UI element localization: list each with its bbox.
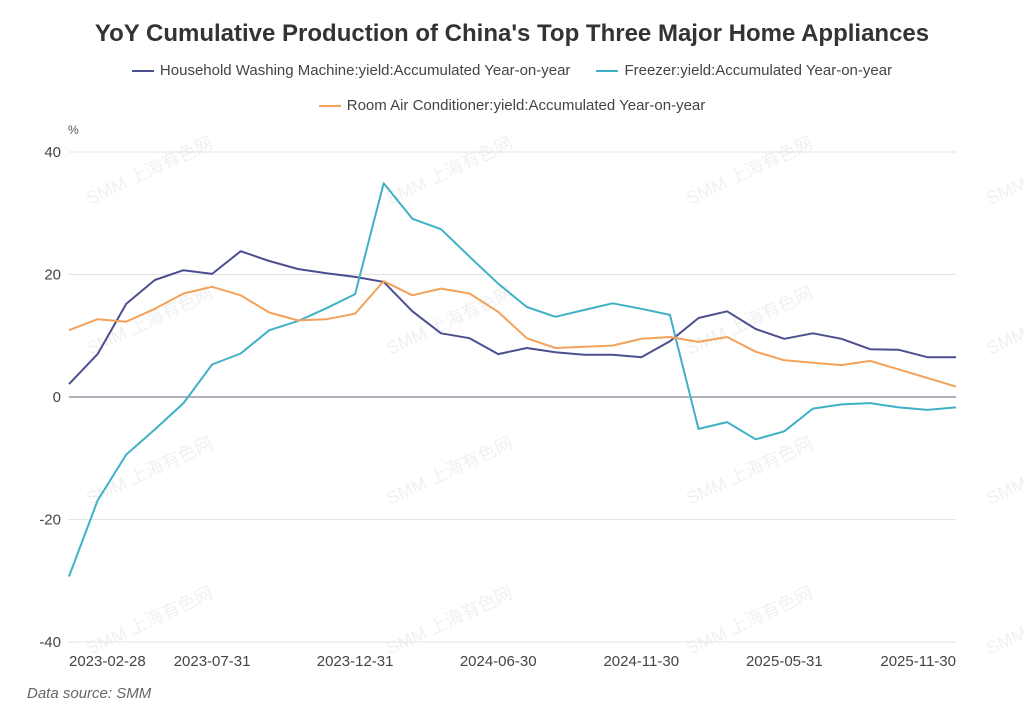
x-tick-label: 2024-06-30 — [460, 653, 537, 670]
legend-item-washing-machine[interactable]: Household Washing Machine:yield:Accumula… — [131, 62, 571, 79]
watermark: SMM 上海有色网 — [383, 133, 516, 209]
watermark: SMM 上海有色网 — [983, 583, 1024, 659]
legend-swatch — [596, 69, 619, 72]
watermark: SMM 上海有色网 — [83, 433, 216, 509]
watermark: SMM 上海有色网 — [683, 433, 816, 509]
watermark: SMM 上海有色网 — [83, 133, 216, 209]
watermark: SMM 上海有色网 — [383, 583, 516, 659]
x-tick-label: 2025-11-30 — [880, 653, 956, 670]
x-tick-label: 2023-07-31 — [174, 653, 251, 670]
legend-swatch — [131, 69, 154, 72]
watermark: SMM 上海有色网 — [983, 433, 1024, 509]
y-axis-unit: % — [68, 123, 79, 137]
watermark: SMM 上海有色网 — [383, 283, 516, 359]
x-tick-label: 2023-02-28 — [69, 653, 146, 670]
watermark: SMM 上海有色网 — [683, 283, 816, 359]
y-tick-label: 0 — [53, 389, 61, 406]
legend-item-air-conditioner[interactable]: Room Air Conditioner:yield:Accumulated Y… — [318, 97, 706, 114]
watermark: SMM 上海有色网 — [983, 283, 1024, 359]
watermark: SMM 上海有色网 — [683, 583, 816, 659]
legend-label: Freezer:yield:Accumulated Year-on-year — [624, 62, 893, 79]
data-source: Data source: SMM — [27, 685, 152, 702]
x-tick-label: 2023-12-31 — [317, 653, 394, 670]
legend-label: Room Air Conditioner:yield:Accumulated Y… — [346, 97, 706, 114]
watermark: SMM 上海有色网 — [683, 133, 816, 209]
y-tick-label: 20 — [44, 267, 61, 284]
watermark: SMM 上海有色网 — [383, 433, 516, 509]
series-line-1 — [68, 182, 957, 577]
x-tick-label: 2025-05-31 — [746, 653, 823, 670]
y-tick-label: 40 — [44, 144, 61, 161]
y-tick-label: -40 — [39, 634, 61, 651]
watermark: SMM 上海有色网 — [83, 583, 216, 659]
y-tick-label: -20 — [39, 512, 61, 529]
watermark: SMM 上海有色网 — [983, 133, 1024, 209]
series-line-2 — [68, 280, 957, 388]
x-tick-label: 2024-11-30 — [603, 653, 679, 670]
legend-label: Household Washing Machine:yield:Accumula… — [159, 62, 571, 79]
legend-item-freezer[interactable]: Freezer:yield:Accumulated Year-on-year — [596, 62, 892, 79]
series-line-0 — [68, 250, 956, 385]
chart-title: YoY Cumulative Production of China's Top… — [94, 20, 930, 47]
legend-swatch — [318, 104, 341, 107]
